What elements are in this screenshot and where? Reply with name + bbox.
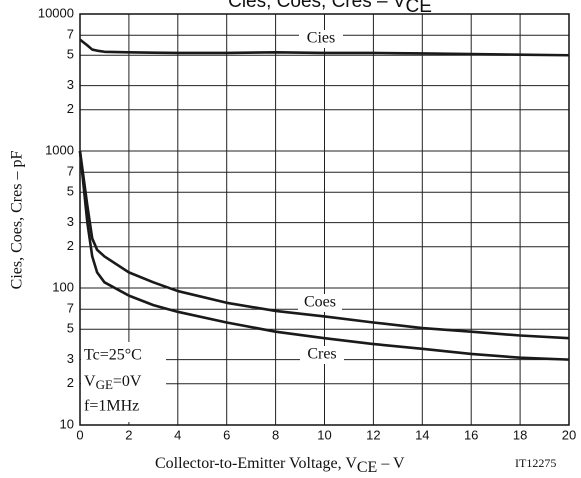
x-tick-label: 12 xyxy=(366,427,380,442)
annotation: VGE=0V xyxy=(84,373,142,392)
y-tick-label: 7 xyxy=(67,301,74,316)
annotation-part: V xyxy=(84,373,96,390)
chart-title: Cies, Coes, Cres – VCE xyxy=(228,0,432,17)
x-tick-label: 6 xyxy=(223,427,230,442)
annotation-bg xyxy=(81,342,166,422)
x-tick-label: 2 xyxy=(125,427,132,442)
x-tick-label: 10 xyxy=(317,427,331,442)
figure-code: IT12275 xyxy=(515,456,556,470)
series-label: Cies xyxy=(307,30,335,47)
x-tick-label: 4 xyxy=(174,427,181,442)
y-tick-label: 2 xyxy=(67,101,74,116)
plot-frame xyxy=(79,13,570,426)
y-tick-label: 3 xyxy=(67,214,74,229)
y-tick-label: 1000 xyxy=(45,142,74,157)
label-bg xyxy=(298,294,342,312)
x-tick-label: 14 xyxy=(415,427,429,442)
series-label: Cres xyxy=(307,346,336,363)
y-tick-label: 3 xyxy=(67,351,74,366)
x-tick-label: 0 xyxy=(76,427,83,442)
y-tick-label: 2 xyxy=(67,238,74,253)
y-tick-label: 10 xyxy=(60,416,74,431)
series-line xyxy=(79,38,570,57)
y-tick-label: 10000 xyxy=(38,5,74,20)
y-tick-label: 5 xyxy=(67,321,74,336)
series-line xyxy=(78,150,570,340)
series-label: Coes xyxy=(304,294,336,311)
y-tick-label: 7 xyxy=(67,164,74,179)
y-tick-label: 5 xyxy=(67,184,74,199)
y-tick-label: 5 xyxy=(67,47,74,62)
label-bg xyxy=(299,30,343,48)
x-tick-label: 16 xyxy=(464,427,478,442)
y-tick-label: 7 xyxy=(67,27,74,42)
y-tick-label: 3 xyxy=(67,77,74,92)
x-tick-label: 8 xyxy=(272,427,279,442)
annotation-part: =0V xyxy=(113,373,142,390)
y-tick-label: 100 xyxy=(52,279,74,294)
x-axis-label: Collector-to-Emitter Voltage, VCE – V xyxy=(155,455,405,476)
x-tick-label: 18 xyxy=(513,427,527,442)
annotation-part: GE xyxy=(96,377,113,392)
series-line xyxy=(78,150,570,361)
y-tick-label: 2 xyxy=(67,375,74,390)
x-tick-label: 20 xyxy=(562,427,576,442)
annotation: Tc=25°C xyxy=(84,347,142,364)
y-axis-label: Cies, Coes, Cres – pF xyxy=(9,151,26,290)
label-bg xyxy=(300,346,344,364)
annotation: f=1MHz xyxy=(84,398,139,415)
